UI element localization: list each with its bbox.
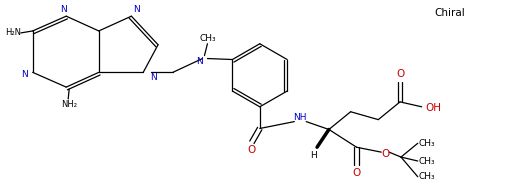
Text: NH: NH xyxy=(293,113,307,122)
Text: O: O xyxy=(352,168,360,178)
Text: NH₂: NH₂ xyxy=(61,100,77,109)
Text: O: O xyxy=(248,145,256,155)
Text: CH₃: CH₃ xyxy=(418,156,435,166)
Text: H: H xyxy=(310,151,316,160)
Text: O: O xyxy=(396,69,404,79)
Text: OH: OH xyxy=(425,103,441,113)
Text: CH₃: CH₃ xyxy=(418,172,435,181)
Text: H₂N: H₂N xyxy=(5,28,21,37)
Text: N: N xyxy=(60,5,67,14)
Text: O: O xyxy=(381,149,389,159)
Text: CH₃: CH₃ xyxy=(418,139,435,148)
Text: N: N xyxy=(22,70,28,79)
Text: CH₃: CH₃ xyxy=(199,34,216,43)
Text: N: N xyxy=(133,5,140,14)
Text: N: N xyxy=(150,73,157,82)
Text: Chiral: Chiral xyxy=(435,8,465,18)
Text: N: N xyxy=(196,57,203,66)
